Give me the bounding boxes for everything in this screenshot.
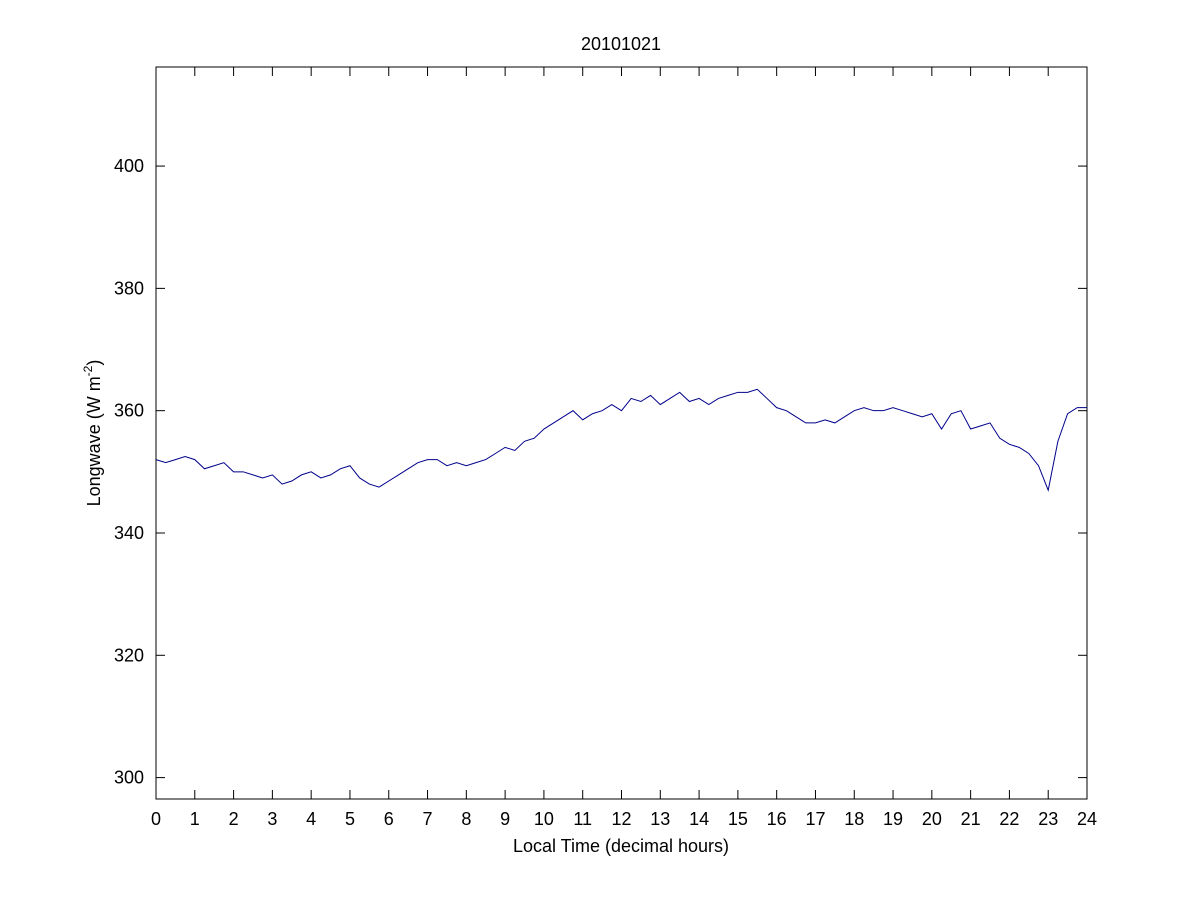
x-tick-label: 20 [922, 809, 942, 829]
x-tick-label: 22 [999, 809, 1019, 829]
x-tick-label: 1 [190, 809, 200, 829]
x-tick-label: 14 [689, 809, 709, 829]
x-axis-label: Local Time (decimal hours) [513, 836, 729, 856]
y-tick-label: 360 [114, 401, 144, 421]
x-tick-label: 3 [267, 809, 277, 829]
x-tick-label: 21 [961, 809, 981, 829]
x-tick-label: 4 [306, 809, 316, 829]
x-tick-label: 9 [500, 809, 510, 829]
x-tick-label: 17 [805, 809, 825, 829]
x-tick-label: 10 [534, 809, 554, 829]
y-label-superscript: -2 [81, 365, 95, 376]
y-label-text: Longwave (W m [84, 376, 104, 506]
x-tick-label: 2 [229, 809, 239, 829]
y-axis-label: Longwave (W m-2) [81, 360, 104, 507]
data-line [155, 388, 1087, 492]
x-tick-label: 19 [883, 809, 903, 829]
x-tick-label: 12 [611, 809, 631, 829]
chart-title: 20101021 [581, 34, 661, 54]
x-tick-label: 16 [767, 809, 787, 829]
y-tick-label: 340 [114, 523, 144, 543]
x-tick-label: 8 [461, 809, 471, 829]
y-tick-label: 300 [114, 768, 144, 788]
x-tick-label: 5 [345, 809, 355, 829]
x-tick-label: 13 [650, 809, 670, 829]
x-tick-label: 24 [1077, 809, 1097, 829]
x-tick-label: 7 [423, 809, 433, 829]
x-tick-label: 23 [1038, 809, 1058, 829]
y-tick-label: 320 [114, 645, 144, 665]
x-tick-label: 11 [573, 809, 592, 829]
y-tick-label: 400 [114, 156, 144, 176]
x-tick-label: 18 [844, 809, 864, 829]
x-tick-label: 6 [384, 809, 394, 829]
y-tick-label: 380 [114, 278, 144, 298]
y-label-suffix: ) [84, 360, 104, 366]
x-tick-label: 0 [151, 809, 161, 829]
x-tick-label: 15 [728, 809, 748, 829]
